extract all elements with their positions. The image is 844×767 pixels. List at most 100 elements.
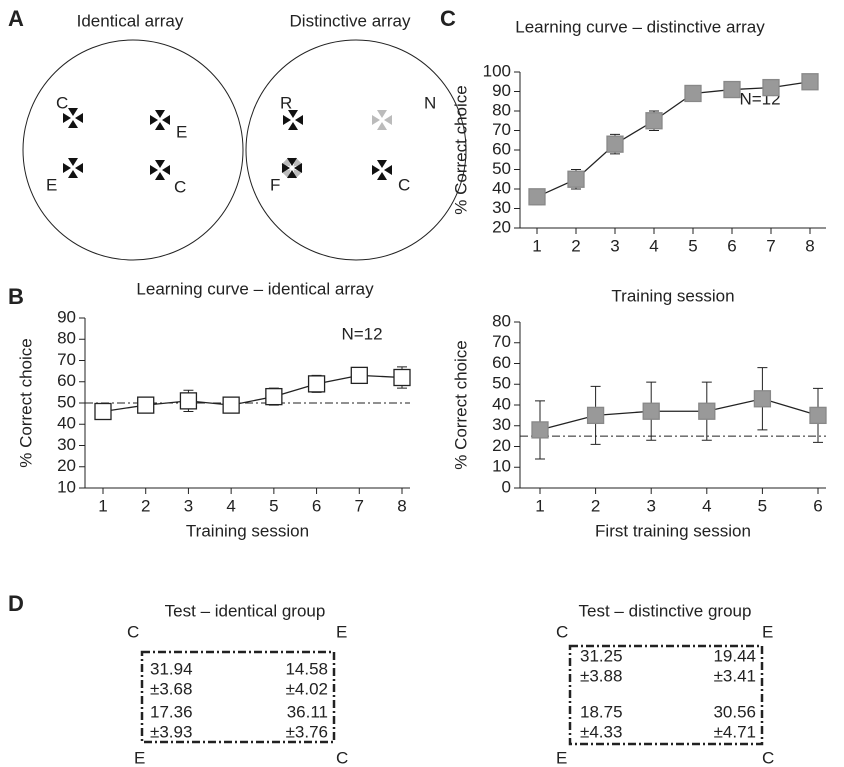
test-identical: Test – identical group C E E C 31.94 ±3.… — [127, 601, 348, 767]
y-tick-label: 30 — [57, 435, 76, 454]
marker — [801, 73, 819, 91]
corner-label: E — [134, 748, 145, 767]
test-title: Test – identical group — [165, 601, 326, 620]
marker — [698, 402, 716, 420]
y-tick-label: 10 — [57, 477, 76, 496]
corner-label: C — [556, 622, 568, 641]
y-tick-label: 20 — [57, 456, 76, 475]
x-tick-label: 4 — [702, 496, 711, 515]
sem: ±4.02 — [286, 679, 328, 698]
panel-label: C — [440, 6, 456, 31]
array-title: Distinctive array — [290, 11, 411, 30]
corner-label: E — [556, 748, 567, 767]
panel-label: B — [8, 284, 24, 309]
marker — [179, 392, 198, 410]
sem: ±4.33 — [580, 722, 622, 741]
x-tick-label: 2 — [591, 496, 600, 515]
corner-label: E — [336, 622, 347, 641]
mean: 36.11 — [287, 702, 328, 721]
marker — [642, 402, 660, 420]
cue-label: F — [270, 175, 280, 194]
mean: 19.44 — [713, 646, 756, 665]
y-tick-label: 50 — [57, 392, 76, 411]
x-tick-label: 1 — [535, 496, 544, 515]
x-tick-label: 1 — [98, 496, 107, 515]
cue — [150, 160, 170, 180]
x-tick-label: 6 — [727, 236, 736, 255]
y-tick-label: 10 — [492, 457, 511, 476]
x-tick-label: 2 — [571, 236, 580, 255]
x-axis-label: Training session — [611, 286, 734, 305]
box — [140, 650, 336, 744]
annotation: N=12 — [341, 324, 382, 343]
cue — [372, 160, 392, 180]
x-tick-label: 7 — [766, 236, 775, 255]
y-tick-label: 50 — [492, 159, 511, 178]
y-tick-label: 60 — [57, 371, 76, 390]
marker — [265, 387, 283, 406]
cue — [283, 110, 303, 130]
y-tick-label: 70 — [492, 332, 511, 351]
y-tick-label: 80 — [57, 329, 76, 348]
marker — [684, 84, 702, 103]
y-tick-label: 70 — [57, 350, 76, 369]
marker — [528, 188, 546, 206]
cue-label: C — [56, 93, 68, 112]
marker — [723, 80, 741, 99]
marker — [222, 396, 240, 414]
cue — [150, 110, 170, 130]
y-tick-label: 40 — [492, 394, 511, 413]
marker — [567, 170, 585, 188]
marker — [350, 366, 368, 385]
x-tick-label: 5 — [758, 496, 767, 515]
line — [539, 398, 819, 431]
y-tick-label: 80 — [492, 311, 511, 330]
sem: ±3.93 — [150, 722, 192, 741]
y-tick-label: 60 — [492, 353, 511, 372]
x-tick-label: 3 — [184, 496, 193, 515]
marker — [393, 368, 411, 387]
mean: 31.25 — [580, 646, 623, 665]
chart-title: Learning curve – identical array — [136, 279, 374, 298]
y-tick-label: 50 — [492, 374, 511, 393]
sem: ±3.76 — [286, 722, 328, 741]
sem: ±3.41 — [714, 666, 756, 685]
cue-label: R — [280, 93, 292, 112]
y-tick-label: 90 — [492, 81, 511, 100]
cue-label: C — [398, 175, 410, 194]
corner-label: C — [127, 622, 139, 641]
y-tick-label: 60 — [492, 139, 511, 158]
corner-label: C — [336, 748, 348, 767]
x-tick-label: 1 — [532, 236, 541, 255]
marker — [809, 406, 827, 425]
marker — [307, 375, 326, 393]
y-tick-label: 0 — [502, 477, 511, 496]
cue-label: C — [174, 177, 186, 196]
marker — [762, 78, 780, 97]
sem: ±4.71 — [714, 722, 756, 741]
x-axis-label: Training session — [186, 521, 309, 540]
mean: 18.75 — [580, 702, 623, 721]
mean: 17.36 — [150, 702, 193, 721]
y-tick-label: 20 — [492, 217, 511, 236]
y-tick-label: 90 — [57, 307, 76, 326]
mean: 30.56 — [713, 702, 756, 721]
sem: ±3.68 — [150, 679, 192, 698]
x-tick-label: 3 — [646, 496, 655, 515]
corner-label: C — [762, 748, 774, 767]
y-axis-label: % Correct choice — [16, 338, 35, 467]
cue — [63, 158, 83, 178]
y-tick-label: 70 — [492, 120, 511, 139]
x-tick-label: 6 — [813, 496, 822, 515]
mean: 14.58 — [285, 659, 328, 678]
x-tick-label: 4 — [649, 236, 658, 255]
marker — [137, 396, 155, 414]
y-tick-label: 100 — [483, 61, 511, 80]
array-title: Identical array — [77, 11, 184, 30]
marker — [586, 406, 605, 425]
arena — [22, 39, 244, 261]
x-tick-label: 8 — [397, 496, 406, 515]
test-title: Test – distinctive group — [579, 601, 752, 620]
y-tick-label: 80 — [492, 100, 511, 119]
